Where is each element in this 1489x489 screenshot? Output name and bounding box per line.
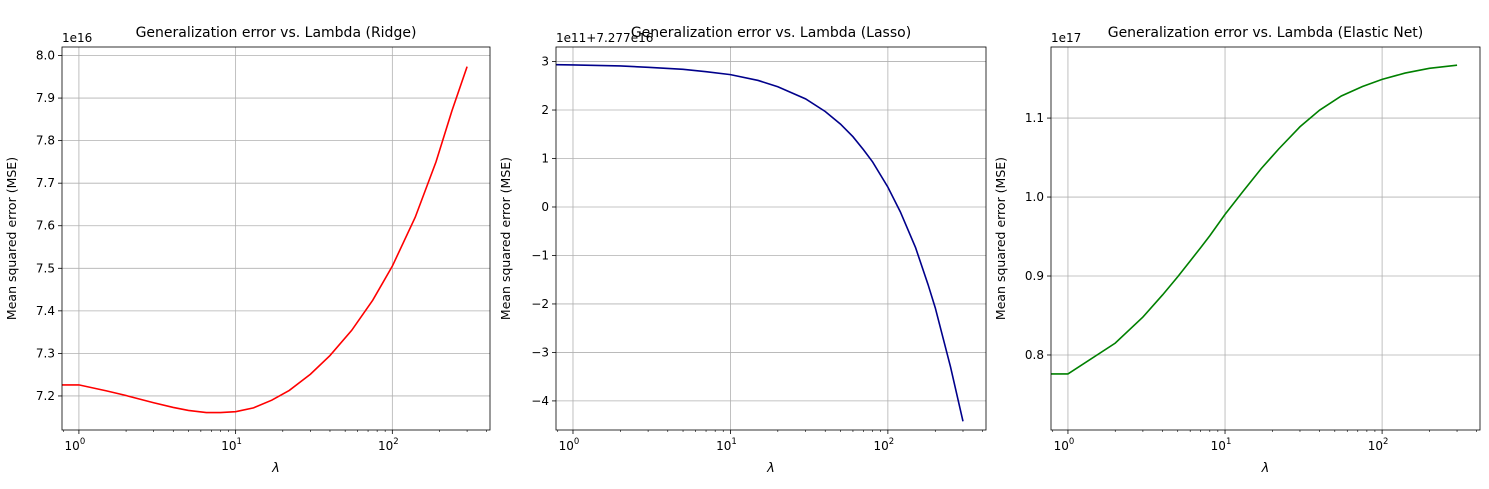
y-tick-label: 0.8 — [1025, 348, 1044, 362]
y-tick-label: 0 — [541, 200, 549, 214]
y-axis-label: Mean squared error (MSE) — [498, 157, 513, 320]
x-tick-label-base: 10 — [1211, 439, 1226, 453]
y-tick-label: 1.1 — [1025, 111, 1044, 125]
axes-frame — [1050, 46, 1481, 431]
x-tick-label-exponent: 0 — [574, 437, 579, 447]
y-tick-label: 3 — [541, 55, 549, 69]
y-axis-label: Mean squared error (MSE) — [993, 157, 1008, 320]
x-tick-label: 101 — [716, 437, 737, 453]
axes-frame — [61, 46, 491, 431]
y-tick-label: 0.9 — [1025, 269, 1044, 283]
x-tick-label: 102 — [874, 437, 895, 453]
y-tick-label: 2 — [541, 103, 549, 117]
y-offset-label: 1e17 — [1051, 31, 1081, 45]
x-tick-label-base: 10 — [378, 439, 393, 453]
chart-title: Generalization error vs. Lambda (Ridge) — [136, 25, 417, 41]
x-tick-label: 100 — [1054, 437, 1075, 453]
x-tick-label-base: 10 — [65, 439, 80, 453]
x-tick-label-exponent: 2 — [393, 437, 398, 447]
x-tick-label: 102 — [1368, 437, 1389, 453]
x-tick-label: 101 — [1211, 437, 1232, 453]
x-tick-label-exponent: 2 — [1383, 437, 1388, 447]
x-tick-label: 100 — [65, 437, 86, 453]
lasso-chart-panel: 100 101 102−4−3−2−101231e11+7.277e16Genera… — [498, 25, 987, 476]
y-tick-label: 1.0 — [1025, 190, 1044, 204]
y-tick-label: 7.8 — [36, 134, 55, 148]
y-tick-label: 7.3 — [36, 346, 55, 360]
x-tick-label-exponent: 0 — [80, 437, 85, 447]
axes-frame — [555, 46, 987, 431]
x-tick-label-exponent: 1 — [1226, 437, 1231, 447]
chart-title: Generalization error vs. Lambda (Lasso) — [631, 25, 911, 41]
y-tick-label: 8.0 — [36, 49, 55, 63]
x-tick-label: 100 — [559, 437, 580, 453]
y-tick-label: 7.6 — [36, 219, 55, 233]
x-tick-label-exponent: 2 — [889, 437, 894, 447]
x-tick-label-base: 10 — [716, 439, 731, 453]
x-tick-label: 101 — [221, 437, 242, 453]
y-tick-label: 7.2 — [36, 389, 55, 403]
y-tick-label: 1 — [541, 152, 549, 166]
x-tick-label-base: 10 — [1368, 439, 1383, 453]
y-tick-label: 7.7 — [36, 176, 55, 190]
y-tick-label: −3 — [531, 345, 549, 359]
ridge-chart-panel: 100 101 1027.27.37.47.57.67.77.87.98.01e16… — [4, 25, 491, 476]
chart-title: Generalization error vs. Lambda (Elastic… — [1108, 25, 1424, 41]
x-tick-label-base: 10 — [1054, 439, 1069, 453]
y-tick-label: −1 — [531, 248, 549, 262]
y-axis-label: Mean squared error (MSE) — [4, 157, 19, 320]
x-axis-label: λ — [1261, 461, 1270, 476]
y-tick-label: 7.5 — [36, 261, 55, 275]
x-tick-label-base: 10 — [874, 439, 889, 453]
y-offset-label: 1e16 — [62, 31, 92, 45]
y-offset-label: 1e11+7.277e16 — [556, 31, 653, 45]
lasso-series-line — [556, 63, 964, 422]
x-tick-label-exponent: 1 — [237, 437, 242, 447]
x-axis-label: λ — [271, 461, 280, 476]
elastic-net-series-line — [1051, 64, 1458, 375]
x-tick-label-exponent: 0 — [1069, 437, 1074, 447]
y-tick-label: −4 — [531, 394, 549, 408]
y-tick-label: −2 — [531, 297, 549, 311]
y-tick-label: 7.9 — [36, 91, 55, 105]
x-tick-label-exponent: 1 — [731, 437, 736, 447]
x-tick-label-base: 10 — [559, 439, 574, 453]
x-tick-label: 102 — [378, 437, 399, 453]
y-tick-label: 7.4 — [36, 304, 55, 318]
x-tick-label-base: 10 — [221, 439, 236, 453]
ridge-series-line — [62, 66, 468, 414]
x-axis-label: λ — [766, 461, 775, 476]
